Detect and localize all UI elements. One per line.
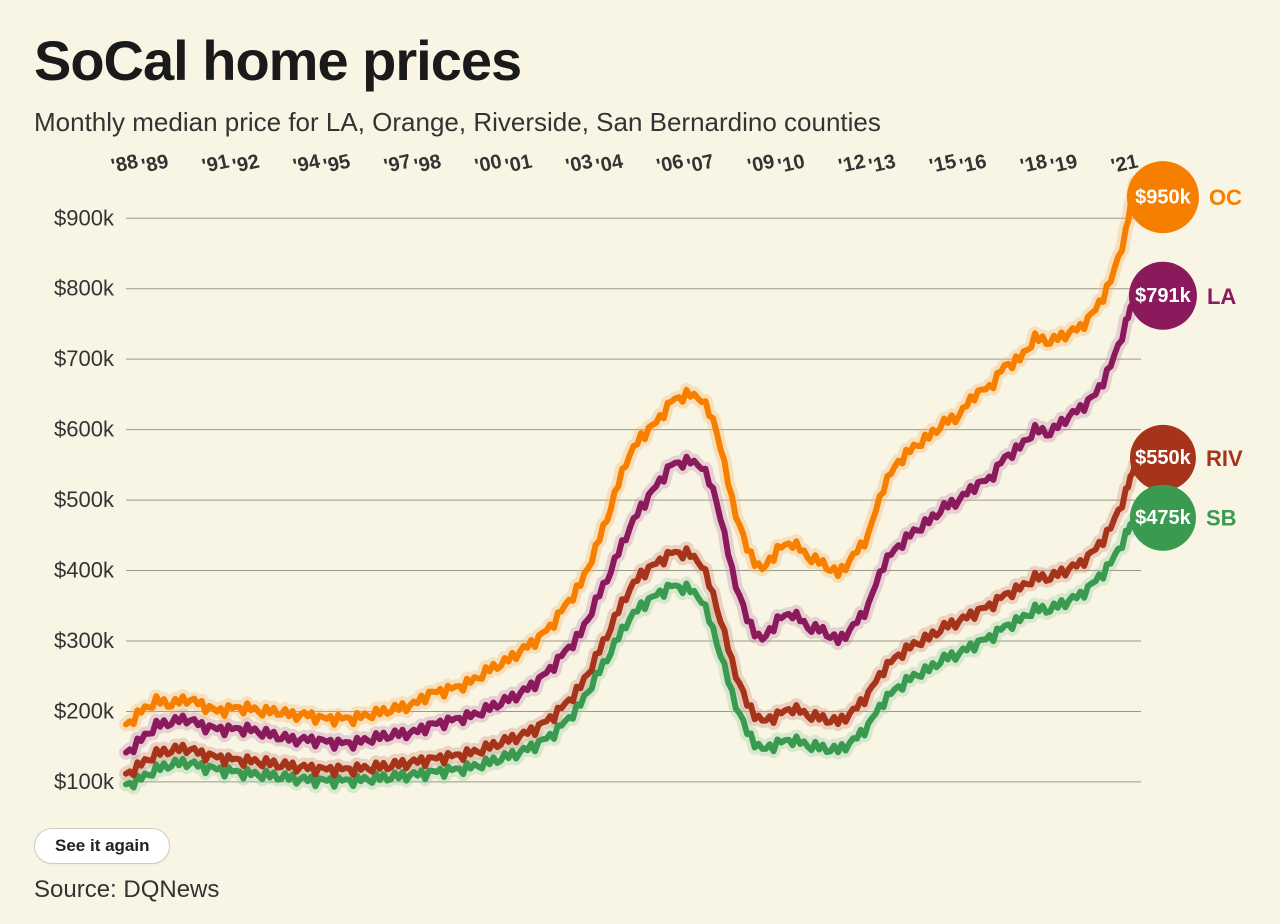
x-axis-tick: '13 — [867, 151, 898, 178]
series-line-sb — [126, 518, 1135, 788]
end-badge-value-la: $791k — [1135, 285, 1191, 307]
x-axis-tick: '21 — [1109, 151, 1140, 178]
x-axis-tick: '16 — [958, 151, 989, 178]
series-code-la: LA — [1207, 284, 1236, 309]
source-attribution: Source: DQNews — [34, 876, 219, 904]
x-axis-tick: '06 — [655, 151, 686, 178]
x-axis-tick: '89 — [140, 151, 171, 178]
x-axis-tick: '12 — [836, 151, 867, 178]
series-code-sb: SB — [1206, 506, 1237, 531]
y-axis-tick: $200k — [54, 698, 115, 723]
end-badge-value-oc: $950k — [1135, 186, 1191, 208]
series-code-riv: RIV — [1206, 446, 1243, 471]
x-axis-tick: '98 — [412, 151, 443, 178]
chart-area: $100k $200k $300k $400k $500k $600k $700k $800k… — [34, 140, 1248, 830]
x-axis-tick: '10 — [776, 151, 807, 178]
y-axis-tick: $100k — [54, 769, 115, 794]
y-axis-tick: $400k — [54, 558, 115, 583]
y-axis-tick: $500k — [54, 487, 115, 512]
y-axis-tick: $700k — [54, 346, 115, 371]
y-axis-tick: $800k — [54, 276, 115, 301]
x-axis-tick: '03 — [564, 151, 595, 178]
see-it-again-button[interactable]: See it again — [34, 828, 170, 864]
series-line-la — [126, 295, 1135, 752]
x-axis-tick: '00 — [473, 151, 504, 178]
end-badge-value-sb: $475k — [1135, 507, 1191, 529]
chart-title: SoCal home prices — [34, 28, 1246, 93]
x-axis-tick: '18 — [1018, 151, 1049, 178]
x-axis-tick: '01 — [503, 151, 534, 178]
y-axis-tick: $600k — [54, 417, 115, 442]
x-axis-tick: '94 — [291, 150, 323, 177]
series-code-oc: OC — [1209, 185, 1242, 210]
x-axis-tick: '04 — [594, 150, 626, 177]
y-axis-tick: $900k — [54, 205, 115, 230]
line-chart-svg: $100k $200k $300k $400k $500k $600k $700k $800k… — [34, 140, 1248, 830]
end-badge-value-riv: $550k — [1135, 447, 1191, 469]
x-axis-tick: '92 — [230, 151, 261, 178]
x-axis-tick: '88 — [109, 151, 140, 178]
chart-subtitle: Monthly median price for LA, Orange, Riv… — [34, 107, 1246, 138]
x-axis-tick: '95 — [321, 151, 352, 178]
series-halo-sb — [126, 518, 1135, 788]
x-axis-tick: '07 — [685, 151, 716, 178]
x-axis-tick: '97 — [382, 151, 413, 178]
x-axis-tick: '15 — [927, 151, 958, 178]
x-axis-tick: '19 — [1049, 151, 1080, 178]
x-axis-tick: '91 — [200, 151, 231, 178]
y-axis-tick: $300k — [54, 628, 115, 653]
x-axis-tick: '09 — [746, 151, 777, 178]
